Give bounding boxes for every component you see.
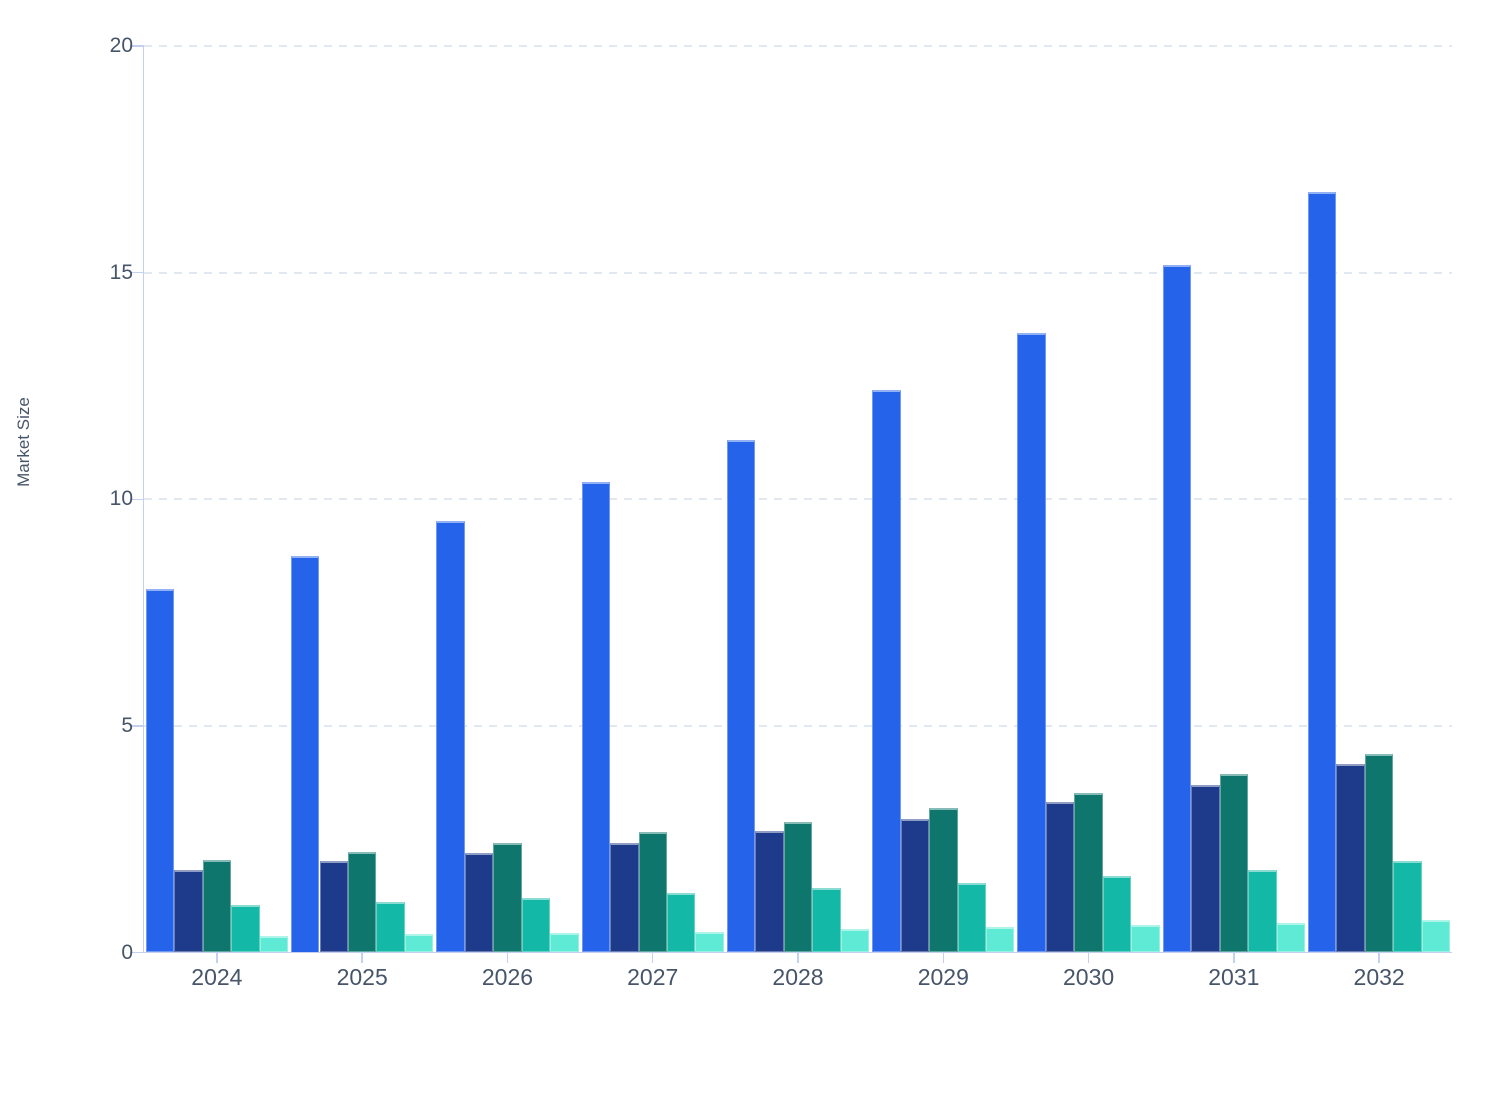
y-tick-label: 15 xyxy=(109,260,133,284)
bar-dark-teal-2029 xyxy=(929,808,958,953)
bar-teal-2029 xyxy=(957,883,986,953)
bar-blue-2025 xyxy=(291,555,320,953)
y-tick-mark xyxy=(129,498,144,500)
y-tick-label: 5 xyxy=(121,713,133,737)
bar-mint-2030 xyxy=(1131,925,1160,953)
y-tick-label: 0 xyxy=(121,940,133,964)
x-tick-label: 2032 xyxy=(1353,964,1405,990)
bar-teal-2026 xyxy=(521,897,551,953)
bar-mint-2027 xyxy=(695,931,724,953)
x-tick-mark xyxy=(506,952,509,963)
bar-mint-2028 xyxy=(840,929,870,953)
bar-mint-2031 xyxy=(1276,923,1305,953)
x-tick-mark xyxy=(216,952,218,963)
bar-dark-teal-2028 xyxy=(783,821,813,953)
bar-navy-2027 xyxy=(610,842,639,953)
bar-navy-2029 xyxy=(900,819,930,953)
x-tick-label: 2027 xyxy=(627,964,679,990)
gridline xyxy=(143,498,1452,501)
x-tick-label: 2024 xyxy=(191,964,243,990)
bar-blue-2029 xyxy=(872,390,901,953)
x-tick-label: 2025 xyxy=(336,964,388,990)
bar-navy-2024 xyxy=(174,869,203,953)
bar-mint-2026 xyxy=(550,932,579,953)
gridline xyxy=(143,45,1452,47)
x-tick-label: 2026 xyxy=(481,964,534,990)
bar-teal-2028 xyxy=(812,888,841,953)
x-tick-mark xyxy=(797,952,799,963)
bar-navy-2031 xyxy=(1191,785,1220,953)
bar-dark-teal-2026 xyxy=(493,843,522,953)
x-tick-label: 2030 xyxy=(1062,964,1115,990)
y-tick-mark xyxy=(129,725,144,727)
bar-dark-teal-2032 xyxy=(1364,754,1394,953)
y-tick-mark xyxy=(129,45,144,47)
y-tick-mark xyxy=(129,951,144,954)
bar-blue-2031 xyxy=(1162,264,1192,953)
bar-navy-2026 xyxy=(464,852,494,953)
bar-dark-teal-2030 xyxy=(1074,792,1103,953)
bar-navy-2025 xyxy=(319,861,348,953)
bar-dark-teal-2027 xyxy=(638,832,667,953)
bar-mint-2024 xyxy=(259,935,288,953)
x-tick-label: 2029 xyxy=(917,964,969,990)
bar-dark-teal-2024 xyxy=(202,860,232,953)
gridline xyxy=(143,724,1452,727)
bar-blue-2024 xyxy=(145,588,175,953)
x-tick-mark xyxy=(1378,952,1380,963)
bar-navy-2032 xyxy=(1336,764,1365,953)
x-tick-mark xyxy=(1233,952,1235,963)
bar-dark-teal-2025 xyxy=(347,851,377,953)
x-tick-label: 2031 xyxy=(1208,964,1260,990)
bar-mint-2032 xyxy=(1421,920,1451,953)
bar-navy-2028 xyxy=(755,830,784,953)
bar-teal-2024 xyxy=(231,905,260,953)
bar-mint-2029 xyxy=(985,927,1015,953)
bar-teal-2030 xyxy=(1102,876,1132,953)
bar-navy-2030 xyxy=(1045,802,1075,953)
bar-blue-2032 xyxy=(1308,191,1337,953)
bar-blue-2030 xyxy=(1017,333,1046,953)
x-tick-mark xyxy=(942,952,945,963)
y-tick-label: 10 xyxy=(109,487,133,511)
bar-dark-teal-2031 xyxy=(1219,774,1249,953)
bar-teal-2025 xyxy=(376,901,405,953)
y-tick-mark xyxy=(129,271,144,274)
bar-teal-2027 xyxy=(666,893,696,953)
x-tick-mark xyxy=(651,952,654,963)
bar-teal-2031 xyxy=(1248,869,1277,953)
y-tick-label: 20 xyxy=(109,34,133,57)
bar-blue-2026 xyxy=(436,521,465,953)
gridline xyxy=(143,271,1452,274)
x-tick-mark xyxy=(1087,952,1090,963)
x-tick-mark xyxy=(361,952,363,963)
bar-blue-2027 xyxy=(581,482,611,953)
bar-blue-2028 xyxy=(726,439,756,953)
bar-teal-2032 xyxy=(1393,861,1422,953)
bar-mint-2025 xyxy=(404,933,434,953)
x-tick-label: 2028 xyxy=(772,964,824,990)
y-axis-line xyxy=(142,46,145,953)
